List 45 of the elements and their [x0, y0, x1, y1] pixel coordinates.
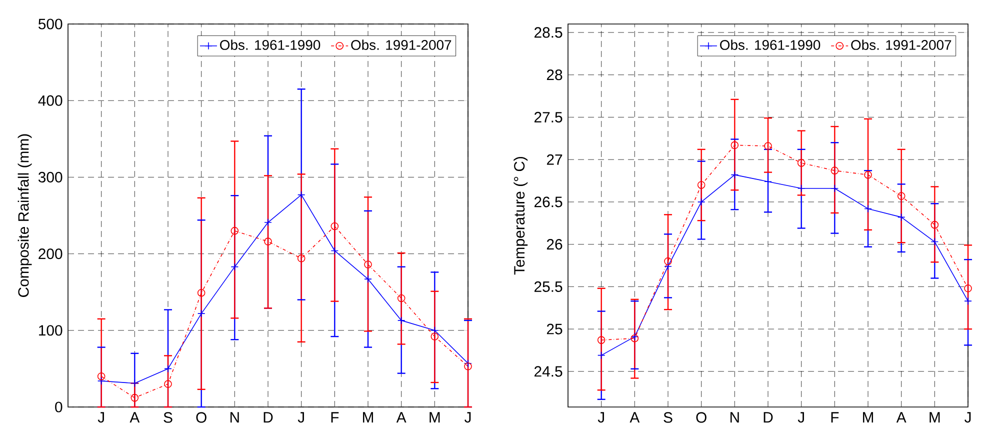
x-tick-label: A: [630, 412, 640, 422]
x-tick-label: J: [98, 412, 104, 423]
y-tick-label: 26.5: [534, 196, 562, 208]
x-tick-label: D: [264, 412, 273, 422]
y-tick-label: 28: [546, 70, 562, 80]
x-tick-label: J: [798, 412, 804, 423]
x-tick-label: S: [164, 412, 172, 423]
x-tick-label: A: [896, 412, 906, 422]
x-tick-label: M: [363, 412, 374, 422]
legend-label: Obs. 1961-1990: [220, 40, 320, 50]
x-tick-label: D: [764, 412, 773, 422]
y-tick-label: 200: [38, 248, 62, 260]
y-axis-title: Temperature (° C): [514, 156, 528, 275]
x-tick-label: A: [396, 412, 406, 422]
x-tick-label: F: [831, 412, 839, 422]
x-tick-label: M: [863, 412, 874, 422]
x-tick-label: O: [696, 412, 706, 423]
y-tick-label: 27.5: [534, 112, 562, 122]
x-tick-label: O: [196, 412, 206, 423]
y-tick-label: 500: [38, 18, 62, 30]
y-tick-label: 300: [38, 172, 62, 182]
x-tick-label: A: [130, 412, 140, 422]
y-tick-label: 26: [546, 239, 562, 250]
x-tick-label: M: [430, 412, 440, 422]
x-tick-label: S: [664, 412, 672, 423]
y-tick-label: 24.5: [534, 366, 562, 377]
legend-label: Obs. 1991-2007: [851, 40, 952, 50]
x-tick-label: J: [598, 412, 604, 423]
y-tick-label: 28.5: [534, 27, 562, 38]
x-tick-label: J: [464, 412, 471, 423]
legend-label: Obs. 1991-2007: [351, 40, 452, 50]
y-tick-label: 25.5: [534, 281, 562, 292]
x-tick-label: N: [230, 412, 239, 422]
x-tick-label: J: [298, 412, 304, 423]
legend-label: Obs. 1961-1990: [720, 40, 820, 50]
y-tick-label: 400: [38, 95, 62, 106]
y-tick-label: 25: [546, 324, 562, 334]
y-tick-label: 0: [55, 402, 62, 412]
x-tick-label: N: [730, 412, 739, 422]
y-tick-label: 100: [39, 325, 62, 336]
y-axis-title: Composite Rainfall (mm): [18, 134, 32, 297]
x-tick-label: F: [331, 412, 339, 422]
x-tick-label: M: [930, 412, 940, 422]
x-tick-label: J: [964, 412, 971, 423]
y-tick-label: 27: [546, 154, 562, 165]
